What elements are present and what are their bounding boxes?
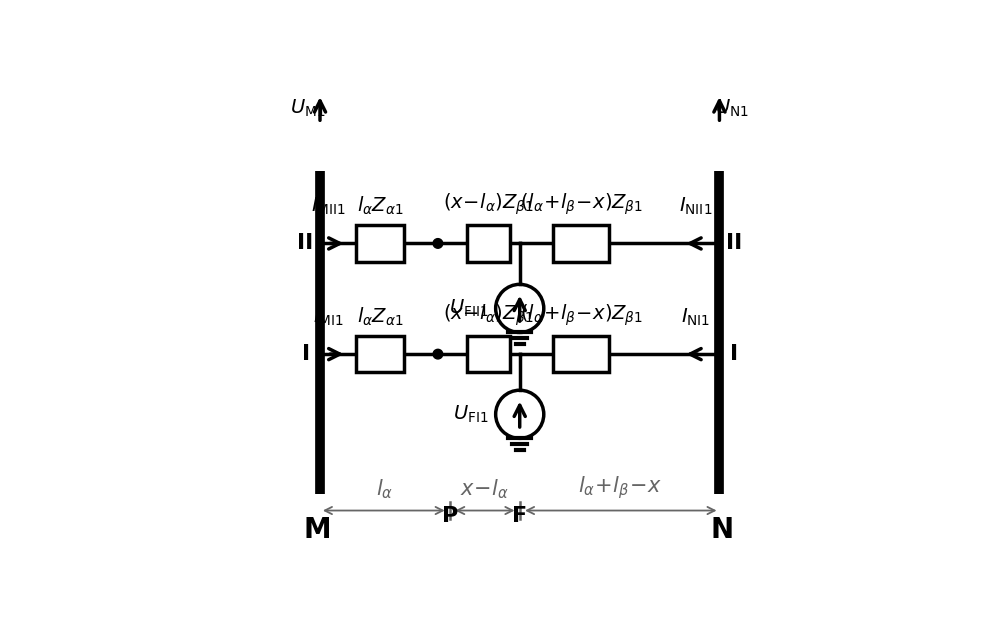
Bar: [467, 336, 510, 372]
Text: N: N: [710, 516, 733, 544]
Text: $I_{\rm NI1}$: $I_{\rm NI1}$: [681, 306, 710, 328]
Bar: [553, 336, 609, 372]
Text: F: F: [512, 506, 527, 526]
Text: $I_{\rm NII1}$: $I_{\rm NII1}$: [679, 196, 712, 217]
Text: $l_{\alpha}$: $l_{\alpha}$: [376, 478, 394, 501]
Text: $l_{\alpha}Z_{\alpha 1}$: $l_{\alpha}Z_{\alpha 1}$: [357, 306, 404, 328]
Bar: [356, 225, 404, 262]
Text: II: II: [297, 233, 314, 254]
Text: I: I: [302, 344, 310, 364]
Text: $(l_{\alpha}\!+\!l_{\beta}\!-\!x)Z_{\beta 1}$: $(l_{\alpha}\!+\!l_{\beta}\!-\!x)Z_{\bet…: [520, 302, 643, 328]
Text: $U_{\rm M1}$: $U_{\rm M1}$: [290, 98, 326, 119]
Text: $(l_{\alpha}\!+\!l_{\beta}\!-\!x)Z_{\beta 1}$: $(l_{\alpha}\!+\!l_{\beta}\!-\!x)Z_{\bet…: [520, 191, 643, 217]
Text: II: II: [726, 233, 742, 254]
Text: $l_{\alpha}Z_{\alpha 1}$: $l_{\alpha}Z_{\alpha 1}$: [357, 194, 404, 217]
Text: $x\!-\!l_{\alpha}$: $x\!-\!l_{\alpha}$: [460, 478, 509, 501]
Text: $(x\!-\!l_{\alpha})Z_{\beta 1}$: $(x\!-\!l_{\alpha})Z_{\beta 1}$: [443, 191, 534, 217]
Text: M: M: [304, 516, 331, 544]
Text: $l_{\alpha}\!+\!l_{\beta}\!-\!x$: $l_{\alpha}\!+\!l_{\beta}\!-\!x$: [578, 474, 662, 501]
Text: $U_{\rm N1}$: $U_{\rm N1}$: [715, 98, 748, 119]
Text: $(x\!-\!l_{\alpha})Z_{\beta 1}$: $(x\!-\!l_{\alpha})Z_{\beta 1}$: [443, 302, 534, 328]
Bar: [467, 225, 510, 262]
Text: $I_{\rm MI1}$: $I_{\rm MI1}$: [313, 306, 344, 328]
Circle shape: [433, 239, 443, 248]
Text: $I_{\rm MII1}$: $I_{\rm MII1}$: [311, 196, 346, 217]
Circle shape: [433, 349, 443, 359]
Text: P: P: [442, 506, 458, 526]
Bar: [553, 225, 609, 262]
Text: $U_{\rm FI1}$: $U_{\rm FI1}$: [453, 404, 488, 425]
Text: I: I: [730, 344, 738, 364]
Bar: [356, 336, 404, 372]
Text: $U_{\rm FII1}$: $U_{\rm FII1}$: [449, 298, 488, 319]
